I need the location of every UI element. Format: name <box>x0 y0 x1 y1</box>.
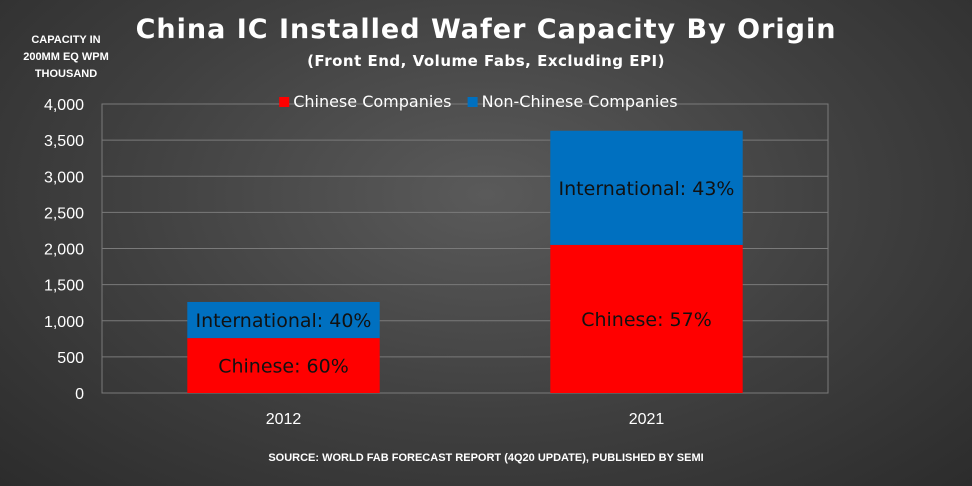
source-note: SOURCE: WORLD FAB FORECAST REPORT (4Q20 … <box>268 452 704 464</box>
y-tick-label: 0 <box>75 386 84 403</box>
y-tick-label: 3,000 <box>44 169 84 186</box>
y-axis-label: CAPACITY IN 200MM EQ WPM THOUSAND <box>8 32 124 83</box>
plot-border <box>101 103 829 394</box>
y-tick-label: 3,500 <box>44 133 84 150</box>
y-tick-label: 500 <box>57 350 84 367</box>
legend-swatch <box>467 97 478 107</box>
data-label: Chinese: 60% <box>218 356 349 378</box>
y-tick-label: 2,000 <box>44 242 84 259</box>
chart-subtitle: (Front End, Volume Fabs, Excluding EPI) <box>307 52 665 70</box>
data-label: International: 40% <box>196 310 372 332</box>
y-tick-label: 1,000 <box>44 314 84 331</box>
bar-segment <box>550 244 743 393</box>
chart-title: China IC Installed Wafer Capacity By Ori… <box>135 14 837 45</box>
y-axis-label-line-1: CAPACITY IN <box>31 34 101 46</box>
y-tick-label: 1,500 <box>44 278 84 295</box>
x-tick-label: 2012 <box>266 411 302 428</box>
y-tick-label: 2,500 <box>44 205 84 222</box>
legend-label: Non-Chinese Companies <box>482 92 678 111</box>
y-axis-label-line-3: THOUSAND <box>34 68 98 80</box>
legend-swatch <box>279 97 290 107</box>
x-tick-label: 2021 <box>629 411 665 428</box>
data-label: Chinese: 57% <box>581 309 712 331</box>
legend-label: Chinese Companies <box>293 92 451 111</box>
bar-segment <box>550 130 743 245</box>
y-axis-label-line-2: 200MM EQ WPM <box>23 51 109 63</box>
bar-segment <box>187 338 380 393</box>
data-label: International: 43% <box>559 178 735 200</box>
y-tick-label: 4,000 <box>44 97 84 114</box>
bar-segment <box>187 301 380 339</box>
